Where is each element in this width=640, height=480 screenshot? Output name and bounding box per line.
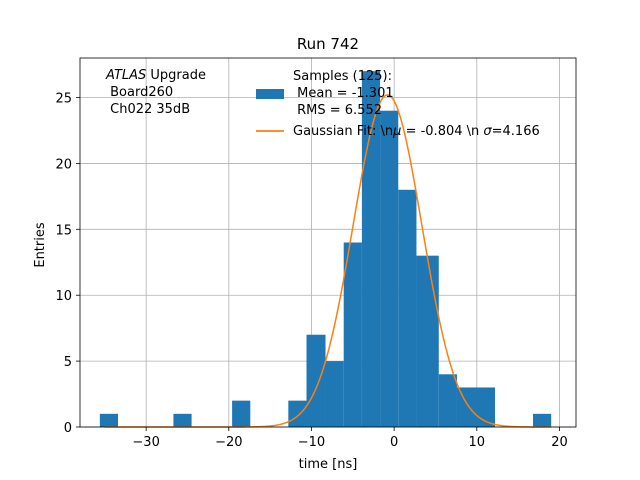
annotation-atlas: ATLAS	[105, 68, 146, 83]
annotation-line-1: ATLAS Upgrade	[105, 68, 206, 83]
histogram-bar	[325, 361, 344, 427]
legend-samples-line-3: RMS = 6.552	[293, 103, 382, 118]
x-tick-label: 10	[469, 435, 486, 450]
legend-samples-line-2: Mean = -1.301	[293, 86, 394, 101]
histogram-bar	[361, 71, 381, 427]
y-tick-label: 20	[55, 157, 72, 172]
y-tick-label: 10	[55, 289, 72, 304]
annotation-line-3: Ch022 35dB	[106, 102, 190, 117]
x-axis-ticks: −30 −20 −10 0 10 20	[132, 427, 568, 450]
histogram-bar	[99, 413, 119, 427]
y-tick-label: 0	[64, 421, 72, 436]
y-tick-label: 25	[55, 92, 72, 107]
legend-samples-line-1: Samples (125):	[293, 69, 392, 84]
x-tick-label: −30	[132, 435, 159, 450]
atlas-annotation: ATLAS Upgrade Board260 Ch022 35dB	[105, 68, 206, 117]
y-axis-ticks: 0 5 10 15 20 25	[55, 92, 80, 436]
histogram-bar	[456, 387, 495, 427]
legend: Samples (125): Mean = -1.301 RMS = 6.552…	[256, 69, 540, 139]
y-axis-label: Entries	[33, 222, 48, 268]
annotation-line-2: Board260	[106, 85, 173, 100]
histogram-bar	[306, 334, 326, 427]
axes-frame	[79, 57, 577, 428]
legend-patch-samples	[256, 89, 284, 99]
histogram-bar	[398, 189, 417, 427]
histogram-bar	[232, 400, 251, 427]
x-tick-label: −10	[298, 435, 325, 450]
histogram-bar	[416, 255, 439, 427]
y-tick-label: 5	[64, 355, 72, 370]
histogram-bar	[533, 413, 552, 427]
x-axis-label: time [ns]	[299, 457, 358, 472]
histogram-bar	[380, 110, 399, 427]
legend-fit-label: Gaussian Fit: \nμ = -0.804 \n σ=4.166	[293, 124, 540, 139]
x-tick-label: 20	[551, 435, 568, 450]
annotation-upgrade: Upgrade	[146, 68, 206, 83]
histogram-bar	[288, 400, 307, 427]
chart-title: Run 742	[297, 35, 359, 53]
histogram-bars	[99, 71, 552, 427]
x-tick-label: −20	[215, 435, 242, 450]
histogram-bar	[173, 413, 192, 427]
y-tick-label: 15	[55, 223, 72, 238]
x-tick-label: 0	[390, 435, 398, 450]
histogram-bar	[343, 242, 362, 427]
histogram-bar	[438, 374, 457, 427]
